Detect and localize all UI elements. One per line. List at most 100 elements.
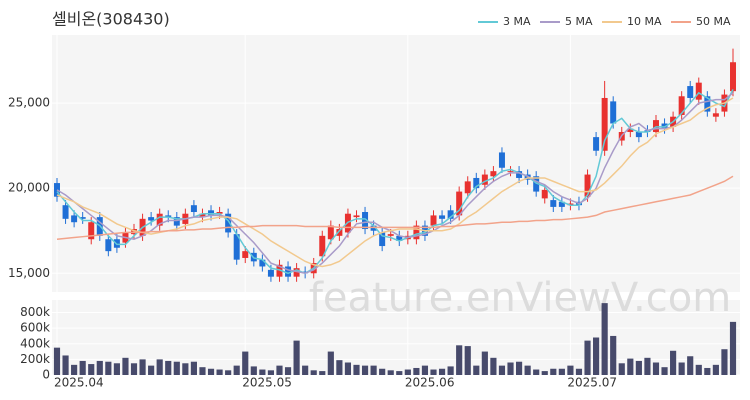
candle-body xyxy=(62,205,69,219)
volume-bar xyxy=(473,365,480,375)
candle-body xyxy=(370,225,377,231)
volume-bar xyxy=(721,349,728,375)
candle-body xyxy=(652,120,659,133)
volume-bar xyxy=(464,346,471,375)
candle-body xyxy=(362,212,369,230)
candle-body xyxy=(635,132,642,138)
volume-bar xyxy=(225,370,232,375)
candle-body xyxy=(216,212,223,214)
candle-body xyxy=(173,217,180,226)
volume-bar xyxy=(712,364,719,375)
volume-bar xyxy=(644,357,651,375)
volume-bar xyxy=(387,370,394,375)
volume-bar xyxy=(327,351,334,375)
volume-bar xyxy=(62,355,69,375)
volume-bar xyxy=(242,351,249,375)
candle-body xyxy=(567,203,574,206)
volume-bar xyxy=(344,362,352,375)
candle-body xyxy=(396,235,403,241)
volume-bar xyxy=(276,365,283,375)
candle-body xyxy=(464,181,471,194)
candle-body xyxy=(285,266,292,277)
candle-body xyxy=(695,82,702,100)
ma-line xyxy=(56,89,734,275)
candle-body xyxy=(447,210,454,219)
y-tick-label: 800k xyxy=(20,305,50,319)
candle-body xyxy=(387,234,394,236)
y-tick-label: 0 xyxy=(42,368,50,382)
candle-body xyxy=(541,189,548,199)
candle-body xyxy=(456,191,463,216)
ma-line xyxy=(56,92,734,275)
volume-bar xyxy=(173,361,180,375)
candle-body xyxy=(593,137,600,151)
volume-bar xyxy=(122,357,129,375)
x-tick-label: 2025.07 xyxy=(567,376,617,390)
candle-body xyxy=(105,239,112,252)
candle-body xyxy=(704,96,711,112)
candle-body xyxy=(730,62,736,92)
candle-body xyxy=(379,232,386,247)
volume-bar xyxy=(284,367,292,375)
volume-bar xyxy=(207,368,215,375)
volume-bar xyxy=(139,359,146,375)
volume-bar xyxy=(627,358,634,375)
volume-bar xyxy=(233,365,240,375)
volume-bar xyxy=(336,360,343,375)
x-tick-label: 2025.06 xyxy=(405,376,455,390)
candle-body xyxy=(88,222,95,240)
volume-bar xyxy=(148,365,155,375)
volume-bar xyxy=(404,369,411,375)
volume-bar xyxy=(456,345,463,375)
candle-body xyxy=(430,215,437,226)
candle-body xyxy=(225,213,232,233)
volume-bar xyxy=(652,362,660,375)
candle-body xyxy=(507,171,514,173)
volume-bar xyxy=(558,368,565,375)
volume-bar xyxy=(635,360,642,375)
candle-body xyxy=(490,171,497,177)
volume-bar xyxy=(421,365,429,375)
candle-body xyxy=(558,201,565,207)
chart-title: 셀비온(308430) xyxy=(52,10,170,29)
volume-bar xyxy=(550,368,557,375)
legend-label: 5 MA xyxy=(565,15,593,28)
volume-bar xyxy=(361,365,369,375)
candle-body xyxy=(131,229,138,235)
y-tick-label: 20,000 xyxy=(8,181,50,195)
volume-bar xyxy=(71,364,78,375)
volume-bar xyxy=(379,368,386,375)
price-panel xyxy=(52,35,740,292)
candle-body xyxy=(439,215,446,219)
volume-bar xyxy=(584,340,591,375)
volume-bar xyxy=(575,368,583,375)
volume-bar xyxy=(190,361,197,375)
volume-bar xyxy=(524,365,531,375)
x-tick-label: 2025.05 xyxy=(242,376,292,390)
volume-bar xyxy=(515,361,523,375)
volume-bar xyxy=(302,365,309,375)
volume-bar xyxy=(430,369,437,375)
volume-bar xyxy=(601,303,608,375)
candle-body xyxy=(327,225,334,240)
candle-body xyxy=(550,200,557,207)
volume-bar xyxy=(507,362,514,375)
candle-body xyxy=(627,128,634,133)
legend-label: 3 MA xyxy=(503,15,531,28)
volume-bar xyxy=(130,363,138,375)
volume-bar xyxy=(567,365,574,375)
volume-bar xyxy=(729,321,737,375)
volume-bar xyxy=(438,368,446,375)
legend-label: 10 MA xyxy=(627,15,662,28)
candle-body xyxy=(148,217,155,221)
candle-body xyxy=(156,213,163,226)
y-tick-label: 15,000 xyxy=(8,266,50,280)
y-tick-label: 400k xyxy=(20,336,50,350)
candle-body xyxy=(678,96,685,115)
y-tick-label: 200k xyxy=(20,352,50,366)
candle-body xyxy=(71,215,78,223)
volume-bar xyxy=(182,363,189,375)
volume-bar xyxy=(250,366,257,375)
watermark: feature.enViewV.com xyxy=(309,275,731,321)
volume-bar xyxy=(216,369,223,375)
